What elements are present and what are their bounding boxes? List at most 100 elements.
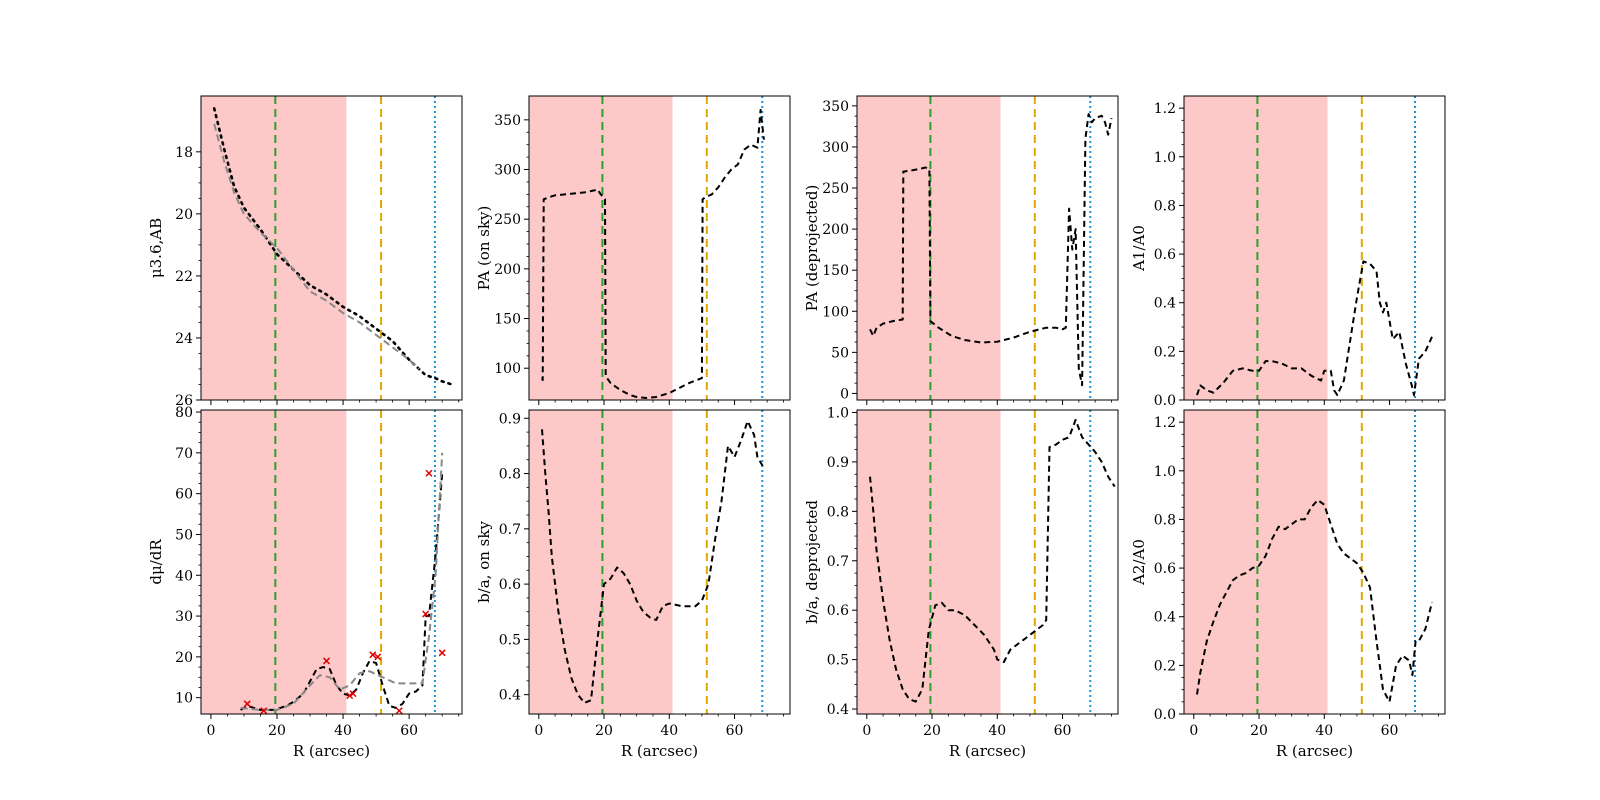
y-axis-label: b/a, deprojected: [803, 500, 821, 624]
y-tick-label: 0.9: [499, 411, 521, 427]
axes-frame: [1183, 409, 1446, 715]
series-a2-a0: [1196, 499, 1433, 703]
x-tick-label: 20: [268, 723, 286, 739]
y-tick-label: 70: [175, 446, 193, 462]
y-tick-label: 0.5: [499, 632, 521, 648]
shaded-region: [857, 410, 1001, 714]
marker-point: [369, 651, 377, 659]
panel-a1: 0.0 0.2 0.4 0.6 0.8 1.0 1.2 A1/A0: [1130, 95, 1446, 409]
panel-ba_deproj: 0 20 40 60 0.4 0.5 0.6 0.7 0.8 0.9 1.0 b/a, deproje…: [803, 405, 1119, 760]
y-tick-label: 30: [175, 609, 193, 625]
y-tick-label: 0.8: [1154, 198, 1176, 214]
y-tick-label: 0.8: [1154, 512, 1176, 528]
y-tick-label: 1.0: [1154, 464, 1176, 480]
y-tick-label: 0.4: [1154, 610, 1176, 626]
y-tick-label: 1.0: [1154, 150, 1176, 166]
axes-frame: [200, 409, 463, 715]
x-tick-label: 60: [1054, 723, 1072, 739]
y-tick-label: 0.4: [499, 688, 521, 704]
y-tick-label: 0.9: [827, 455, 849, 471]
y-tick-label: 22: [175, 269, 193, 285]
y-tick-label: 0.2: [1154, 658, 1176, 674]
x-axis-label: R (arcsec): [293, 742, 370, 760]
y-tick-label: 200: [822, 222, 849, 238]
axes-frame: [528, 95, 791, 401]
series-model: [213, 123, 420, 370]
x-tick-label: 40: [660, 723, 678, 739]
y-tick-label: 150: [822, 263, 849, 279]
y-axis-label: μ3.6,AB: [147, 218, 165, 278]
y-tick-label: 0: [840, 386, 849, 402]
y-axis-label: A2/A0: [1130, 539, 1148, 586]
y-tick-label: 0.7: [827, 554, 849, 570]
shaded-region: [201, 410, 347, 714]
y-tick-label: 0.6: [827, 603, 849, 619]
x-tick-label: 60: [400, 723, 418, 739]
x-tick-label: 60: [726, 723, 744, 739]
y-axis-label: dμ/dR: [147, 539, 165, 585]
panel-a2: 0 20 40 60 0.0 0.2 0.4 0.6 0.8 1.0 1.2 A2/A0 R (arcs…: [1130, 409, 1446, 760]
y-tick-label: 300: [822, 140, 849, 156]
y-tick-label: 150: [494, 312, 521, 328]
panel-mu: 18 20 22 24 26 μ3.6,AB: [147, 95, 463, 409]
axes-frame: [1183, 95, 1446, 401]
y-axis-label: PA (deprojected): [803, 185, 821, 312]
y-tick-label: 100: [494, 361, 521, 377]
y-tick-label: 350: [822, 99, 849, 115]
series-a1-a0: [1196, 260, 1433, 397]
y-tick-label: 0.4: [827, 702, 849, 718]
x-tick-label: 0: [862, 723, 871, 739]
y-tick-label: 50: [831, 345, 849, 361]
y-tick-label: 0.7: [499, 522, 521, 538]
x-tick-label: 40: [1315, 723, 1333, 739]
marker-point: [425, 469, 433, 477]
y-tick-label: 40: [175, 568, 193, 584]
marker-point: [395, 707, 403, 715]
axes-frame: [856, 409, 1119, 715]
panel-pa_sky: 100 150 200 250 300 350 PA (on sky): [475, 95, 791, 405]
y-tick-label: 18: [175, 145, 193, 161]
x-tick-label: 40: [334, 723, 352, 739]
x-axis-label: R (arcsec): [1276, 742, 1353, 760]
shaded-region: [529, 96, 673, 400]
y-axis-label: A1/A0: [1130, 225, 1148, 272]
shaded-region: [857, 96, 1001, 400]
y-tick-label: 350: [494, 113, 521, 129]
marker-point: [260, 707, 268, 715]
x-axis-label: R (arcsec): [621, 742, 698, 760]
marker-point: [323, 657, 331, 665]
y-tick-label: 20: [175, 207, 193, 223]
x-tick-label: 40: [988, 723, 1006, 739]
y-tick-label: 50: [175, 527, 193, 543]
y-tick-label: 1.2: [1154, 101, 1176, 117]
y-tick-label: 0.8: [827, 504, 849, 520]
x-tick-label: 60: [1381, 723, 1399, 739]
x-tick-label: 20: [595, 723, 613, 739]
series-profile: [212, 107, 454, 386]
marker-point: [438, 649, 446, 657]
y-tick-label: 250: [494, 212, 521, 228]
y-tick-label: 300: [494, 163, 521, 179]
y-tick-label: 60: [175, 487, 193, 503]
y-tick-label: 0.4: [1154, 296, 1176, 312]
marker-point: [243, 700, 251, 708]
y-tick-label: 0.6: [1154, 561, 1176, 577]
x-tick-label: 0: [1189, 723, 1198, 739]
y-tick-label: 100: [822, 304, 849, 320]
y-tick-label: 250: [822, 181, 849, 197]
series-b-a-sky: [541, 420, 765, 704]
y-tick-label: 20: [175, 650, 193, 666]
y-tick-label: 24: [175, 331, 193, 347]
marker-point: [349, 690, 357, 698]
y-tick-label: 0.6: [499, 577, 521, 593]
y-tick-label: 0.8: [499, 467, 521, 483]
y-tick-label: 0.5: [827, 653, 849, 669]
series-pa-deprojected: [869, 113, 1113, 387]
x-tick-label: 0: [534, 723, 543, 739]
x-tick-label: 20: [1250, 723, 1268, 739]
shaded-region: [1184, 96, 1328, 400]
x-axis-label: R (arcsec): [949, 742, 1026, 760]
y-axis-label: b/a, on sky: [475, 521, 493, 603]
axes-frame: [200, 95, 463, 401]
